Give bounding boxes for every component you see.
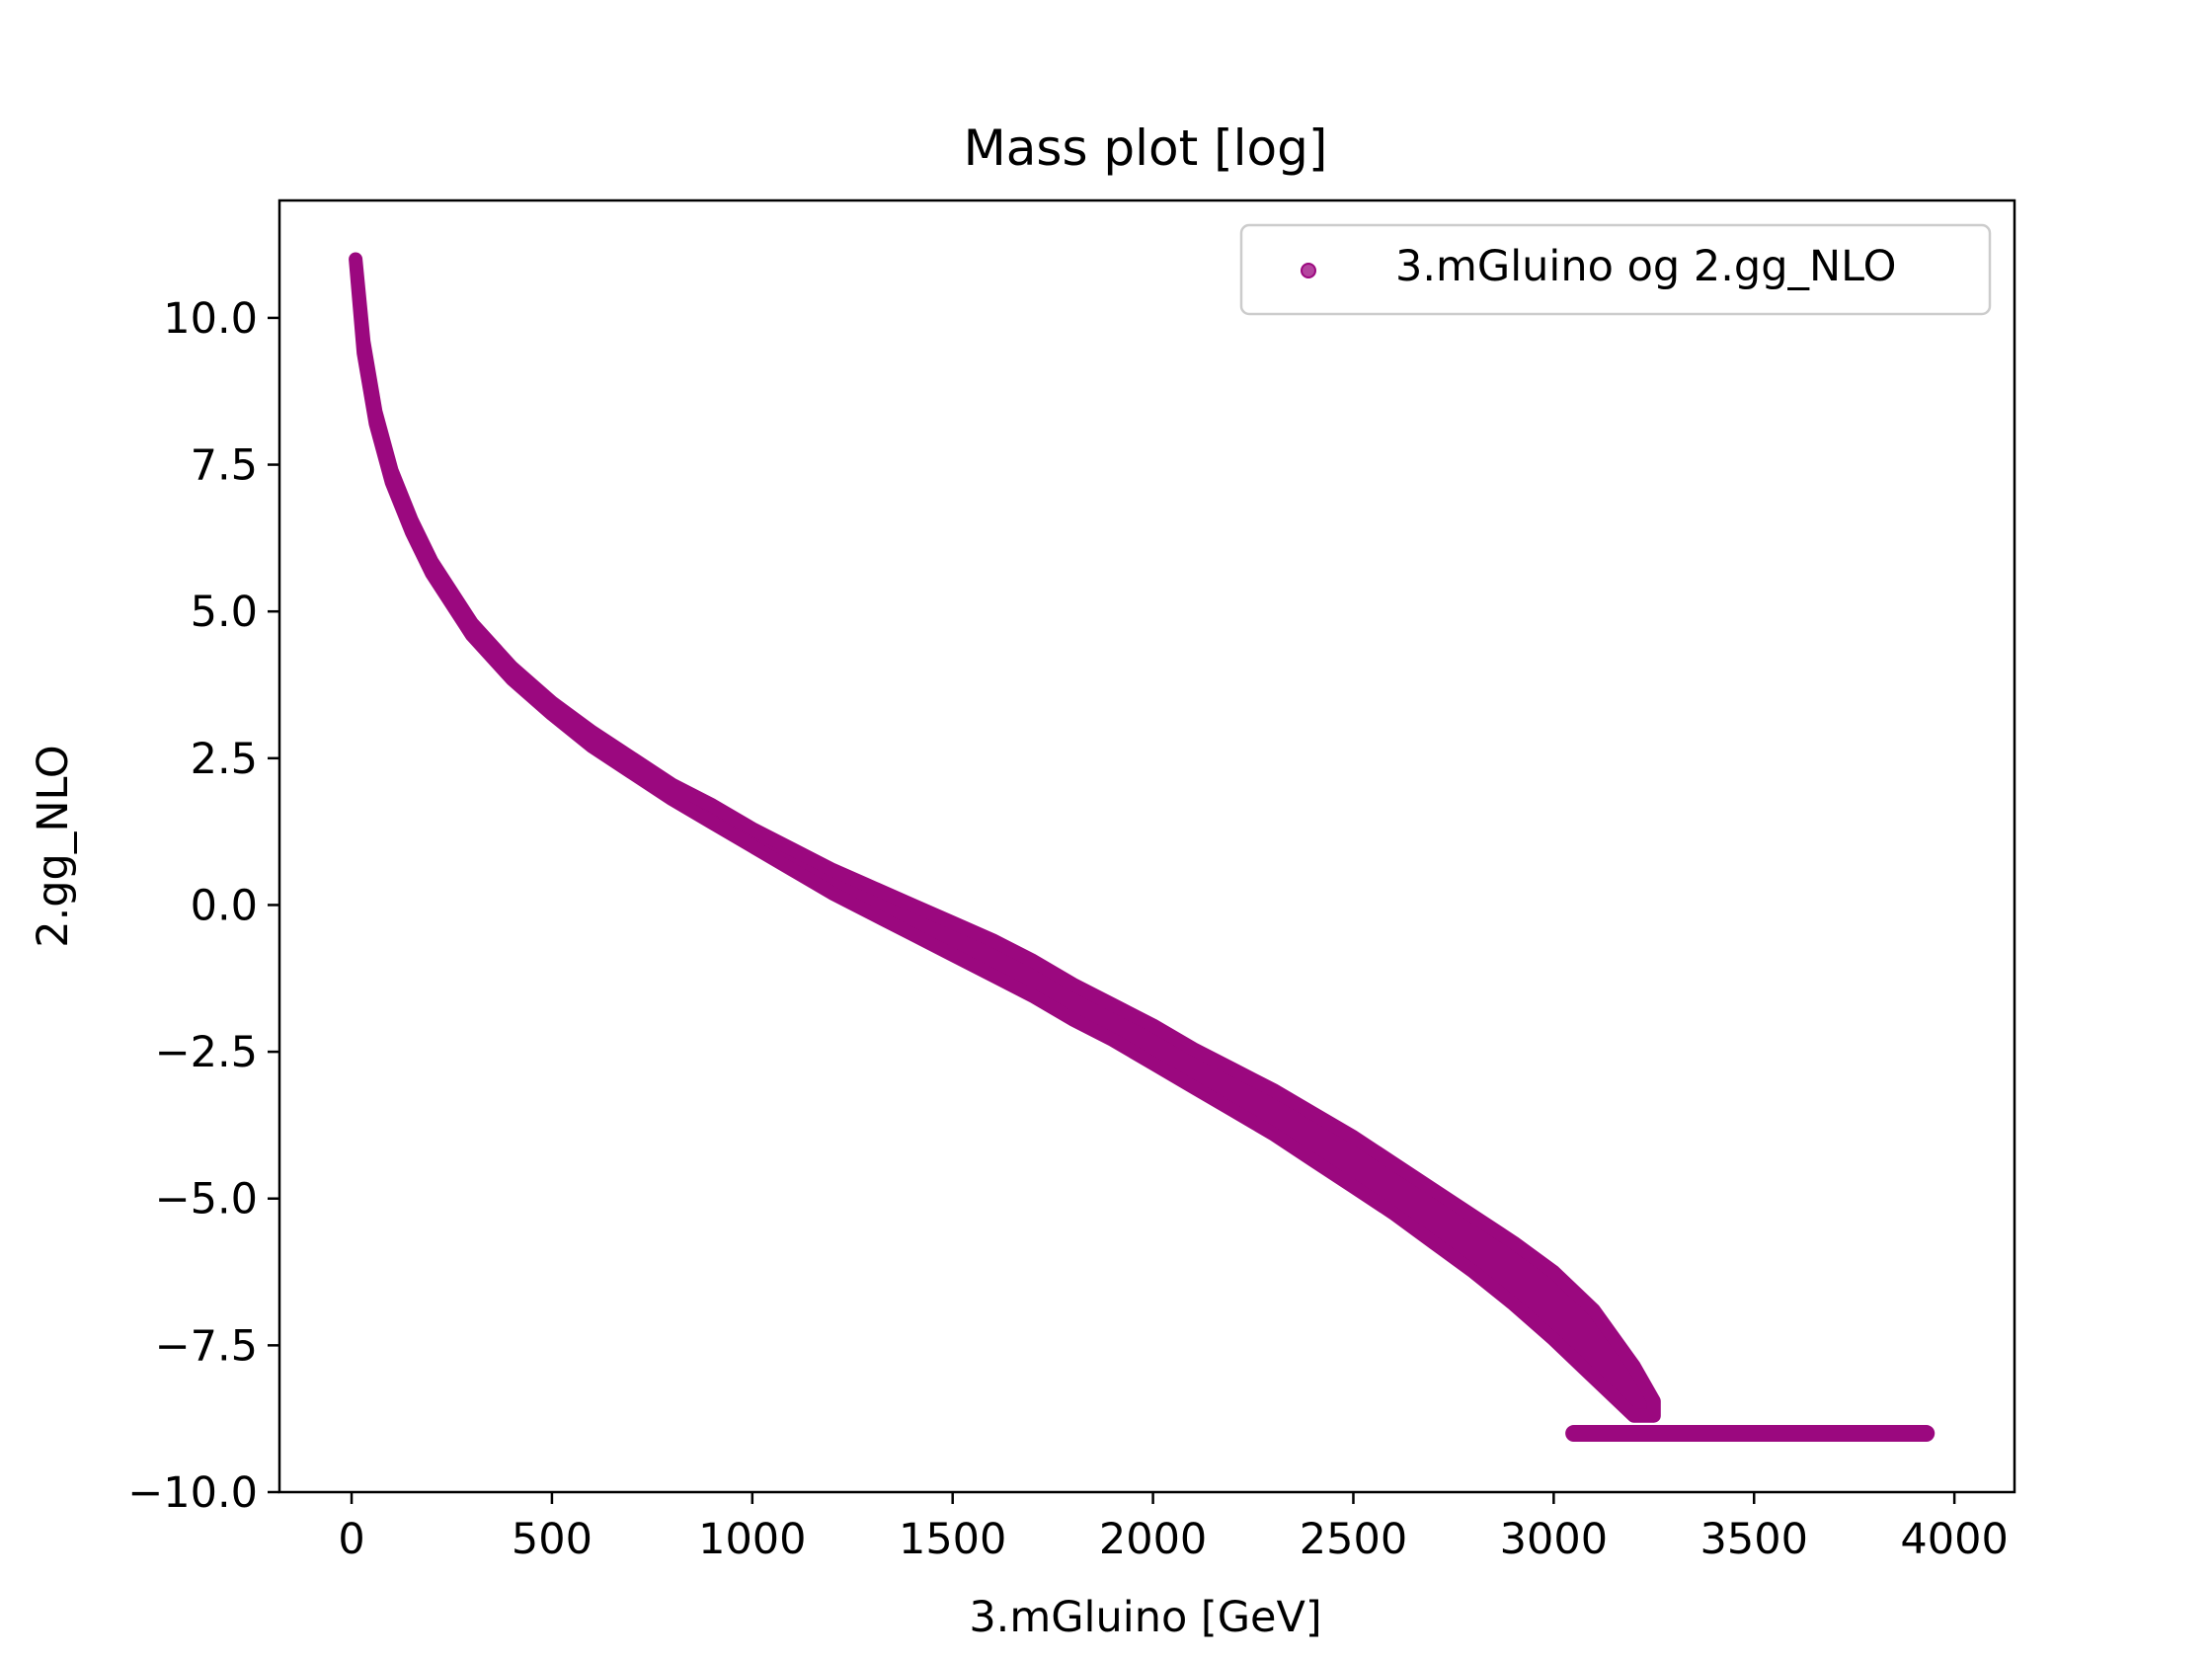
y-tick-label: −2.5 bbox=[155, 1028, 258, 1077]
series-band bbox=[349, 252, 1661, 1423]
legend-marker bbox=[1301, 263, 1316, 278]
y-tick-label: 2.5 bbox=[191, 735, 258, 784]
y-tick-label: 10.0 bbox=[163, 294, 258, 344]
plot-frame bbox=[277, 198, 2016, 1494]
y-tick-label: −7.5 bbox=[155, 1321, 258, 1371]
x-tick-label: 3500 bbox=[1700, 1515, 1808, 1564]
y-axis-label: 2.gg_NLO bbox=[29, 745, 78, 948]
x-tick-label: 1500 bbox=[899, 1515, 1006, 1564]
x-tick-label: 500 bbox=[512, 1515, 592, 1564]
x-tick-label: 1000 bbox=[698, 1515, 806, 1564]
x-tick-label: 2500 bbox=[1300, 1515, 1407, 1564]
chart-title: Mass plot [log] bbox=[964, 119, 1328, 177]
x-tick-label: 2000 bbox=[1099, 1515, 1207, 1564]
plot-area bbox=[349, 252, 1936, 1443]
x-axis: 0 500 1000 1500 2000 2500 3000 3500 4000 bbox=[338, 1492, 2009, 1564]
x-tick-label: 3000 bbox=[1500, 1515, 1608, 1564]
x-tick-label: 0 bbox=[338, 1515, 364, 1564]
y-tick-label: 7.5 bbox=[191, 441, 258, 491]
legend-entry-label: 3.mGluino og 2.gg_NLO bbox=[1395, 242, 1896, 291]
y-tick-label: −5.0 bbox=[155, 1175, 258, 1224]
y-tick-label: 5.0 bbox=[191, 588, 258, 637]
x-axis-label: 3.mGluino [GeV] bbox=[969, 1593, 1321, 1642]
x-tick-label: 4000 bbox=[1900, 1515, 2008, 1564]
legend-box bbox=[1239, 223, 1992, 316]
y-axis: 10.0 7.5 5.0 2.5 0.0 −2.5 −5.0 −7.5 −10.0 bbox=[127, 294, 279, 1518]
y-tick-label: −10.0 bbox=[127, 1468, 258, 1518]
legend: 3.mGluino og 2.gg_NLO bbox=[1239, 223, 1992, 316]
y-tick-label: 0.0 bbox=[191, 881, 258, 930]
